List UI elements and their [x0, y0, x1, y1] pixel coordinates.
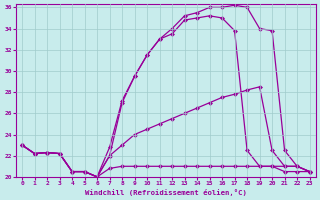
X-axis label: Windchill (Refroidissement éolien,°C): Windchill (Refroidissement éolien,°C) — [85, 189, 247, 196]
